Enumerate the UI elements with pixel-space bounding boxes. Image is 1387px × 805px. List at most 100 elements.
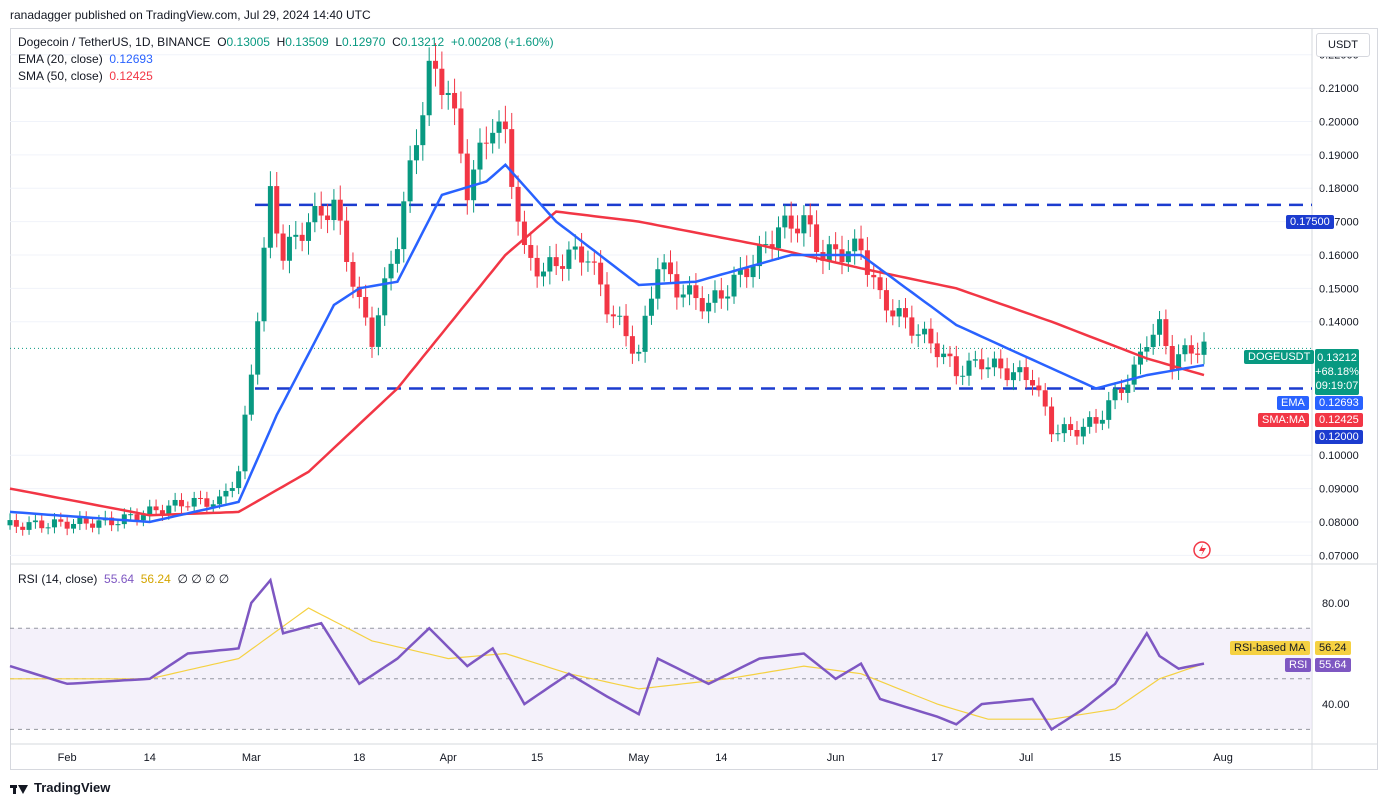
rsi-legend-value: 55.64 (104, 572, 135, 586)
candle-body (293, 234, 299, 237)
candle-body (845, 251, 851, 263)
candle-body (769, 244, 775, 249)
candle-body (610, 314, 616, 317)
candle-body (458, 108, 464, 154)
close-value: 0.13212 (400, 35, 445, 49)
candle-body (83, 517, 89, 524)
candle-body (1176, 354, 1182, 371)
candle-body (560, 266, 566, 269)
time-axis-label: 15 (531, 752, 543, 764)
ema-legend-label: EMA (20, close) (18, 52, 103, 66)
price-axis-label: 0.18000 (1319, 183, 1359, 195)
candle-body (267, 186, 273, 248)
rsi-name-tag: RSI (1285, 658, 1312, 672)
candle-body (922, 328, 928, 335)
candle-body (1131, 364, 1137, 385)
published-caption: ranadagger published on TradingView.com,… (10, 8, 371, 22)
candle-body (750, 266, 756, 278)
candle-body (718, 290, 724, 299)
candle-body (236, 471, 242, 489)
rsi-legend: RSI (14, close) 55.64 56.24 ∅ ∅ ∅ ∅ (18, 571, 229, 588)
rsi-legend-label: RSI (14, close) (18, 572, 98, 586)
time-axis-label: 15 (1109, 752, 1121, 764)
candle-body (318, 206, 324, 216)
currency-selector[interactable]: USDT (1316, 33, 1370, 57)
candle-body (26, 522, 32, 530)
candle-body (496, 121, 502, 133)
rsi-ma-value-tag: 56.24 (1315, 641, 1351, 655)
price-axis-label: 0.20000 (1319, 116, 1359, 128)
rsi-ma-line (10, 607, 1205, 720)
price-axis-label: 0.10000 (1319, 450, 1359, 462)
sma-name-tag: SMA:MA (1258, 413, 1310, 427)
candle-body (1106, 400, 1112, 420)
sma-legend-value: 0.12425 (109, 69, 153, 83)
candle-body (1188, 345, 1194, 354)
candle-body (661, 262, 667, 270)
candle-body (464, 153, 470, 201)
tradingview-logo-icon (10, 782, 28, 794)
candle-body (185, 506, 191, 508)
candle-body (1163, 319, 1169, 347)
candle-body (299, 234, 305, 241)
candle-body (966, 360, 972, 376)
candle-body (953, 356, 959, 377)
time-axis-label: 18 (353, 752, 365, 764)
candle-body (1099, 419, 1105, 424)
candle-body (223, 490, 229, 497)
candle-body (528, 245, 534, 258)
candle-body (166, 505, 172, 515)
candle-body (737, 268, 743, 275)
candle-body (1112, 388, 1118, 401)
candle-body (1061, 424, 1067, 434)
candle-body (814, 224, 820, 253)
rsi-axis-label: 80.00 (1322, 598, 1350, 610)
candle-body (991, 358, 997, 368)
candle-body (756, 244, 762, 267)
candle-body (909, 317, 915, 336)
time-axis-label: 14 (144, 752, 156, 764)
candle-body (998, 358, 1004, 369)
candle-body (763, 244, 769, 246)
candle-body (782, 215, 788, 228)
candle-body (229, 488, 235, 491)
candle-body (591, 261, 597, 263)
candle-body (280, 233, 286, 261)
last-price: 0.13212 (1317, 352, 1357, 364)
candle-body (140, 515, 146, 521)
last-pct: +68.18% (1315, 366, 1359, 378)
candle-body (1042, 390, 1048, 407)
candle-body (1169, 346, 1175, 371)
candle-body (420, 115, 426, 146)
candle-body (1118, 388, 1124, 393)
price-axis-label: 0.16000 (1319, 250, 1359, 262)
time-axis-label: 17 (931, 752, 943, 764)
ema-legend-value: 0.12693 (109, 52, 153, 66)
candle-body (960, 375, 966, 377)
candle-body (680, 294, 686, 298)
candle-body (331, 199, 337, 221)
candle-body (1055, 433, 1061, 435)
candle-body (579, 246, 585, 263)
price-axis-label: 0.15000 (1319, 283, 1359, 295)
candle-body (509, 129, 515, 187)
candle-body (826, 244, 832, 261)
candle-body (198, 497, 204, 499)
candle-body (490, 132, 496, 144)
candle-body (394, 249, 400, 264)
candle-body (210, 504, 216, 507)
candle-body (178, 499, 184, 507)
candle-body (515, 186, 521, 222)
candle-body (877, 277, 883, 291)
sma50-line (9, 210, 1205, 517)
rsi-ma-legend-value: 56.24 (140, 572, 171, 586)
candle-body (96, 520, 102, 528)
candle-body (128, 514, 134, 516)
sma-legend-label: SMA (50, close) (18, 69, 103, 83)
candle-body (725, 296, 731, 299)
price-axis-label: 0.07000 (1319, 550, 1359, 562)
candle-body (604, 284, 610, 315)
candle-body (871, 274, 877, 278)
candle-body (852, 238, 858, 252)
